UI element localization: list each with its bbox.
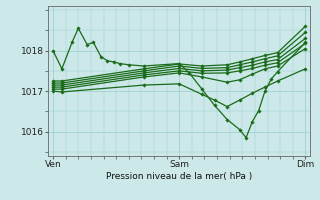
X-axis label: Pression niveau de la mer( hPa ): Pression niveau de la mer( hPa ) bbox=[106, 172, 252, 181]
